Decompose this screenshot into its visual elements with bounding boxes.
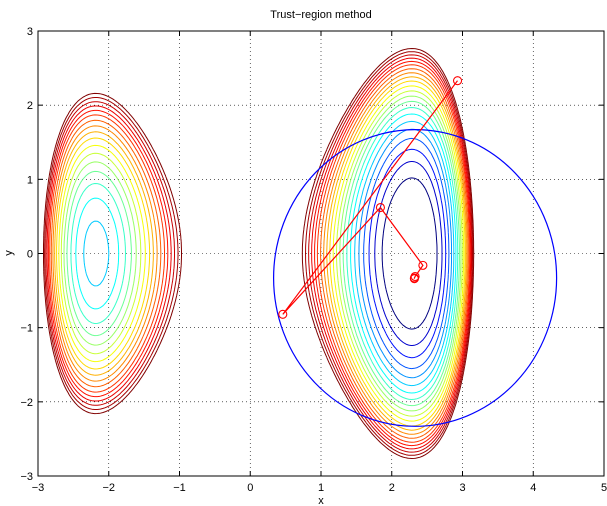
iteration-path-layer (278, 76, 463, 319)
y-tick-label: 2 (27, 100, 33, 112)
iterate-marker (375, 202, 385, 213)
trust-region-layer (272, 129, 558, 427)
contour-line (44, 51, 474, 456)
contour-line (47, 60, 471, 447)
contour-line (381, 177, 438, 330)
y-tick-label: 3 (27, 26, 33, 38)
iterate-marker (278, 309, 288, 319)
chart-title: Trust−region method (270, 9, 371, 21)
y-tick-label: 1 (27, 174, 33, 186)
contour-line (374, 161, 443, 346)
iteration-path-line (282, 80, 458, 315)
y-tick-label: −1 (20, 323, 33, 335)
x-tick-label: 3 (459, 482, 465, 494)
contour-line (63, 95, 462, 412)
y-tick-label: −3 (20, 471, 33, 483)
x-tick-label: 4 (530, 482, 536, 494)
contour-line (368, 148, 447, 359)
contour-line (70, 107, 459, 400)
x-tick-label: −2 (102, 482, 115, 494)
contour-line (58, 85, 465, 422)
contour-line (46, 57, 472, 450)
x-axis-label: x (318, 495, 324, 506)
x-tick-label: 1 (318, 482, 324, 494)
y-axis-label: y (3, 250, 15, 256)
x-tick-label: 0 (247, 482, 253, 494)
iterate-marker (418, 260, 428, 270)
axis-ticks: −3 −2 −1 0 1 2 3 4 5 −3 −2 −1 0 1 2 3 (20, 26, 607, 494)
x-tick-label: 5 (601, 482, 607, 494)
y-tick-label: 0 (27, 249, 33, 261)
contour-line (50, 68, 469, 439)
trust-region-circle (272, 129, 558, 427)
x-tick-label: −3 (32, 482, 45, 494)
contour-line (45, 54, 473, 453)
contour-line (358, 128, 453, 379)
y-tick-label: −2 (20, 397, 33, 409)
contour-line (43, 48, 475, 459)
iterate-marker (409, 274, 419, 284)
contour-line (54, 76, 467, 431)
contour-line (83, 120, 455, 387)
contour-line (52, 72, 468, 435)
x-tick-label: 2 (389, 482, 395, 494)
iterate-marker (452, 76, 463, 86)
contour-line (49, 64, 470, 443)
x-tick-label: −1 (173, 482, 186, 494)
contour-line (75, 113, 457, 394)
contour-line (363, 137, 450, 370)
